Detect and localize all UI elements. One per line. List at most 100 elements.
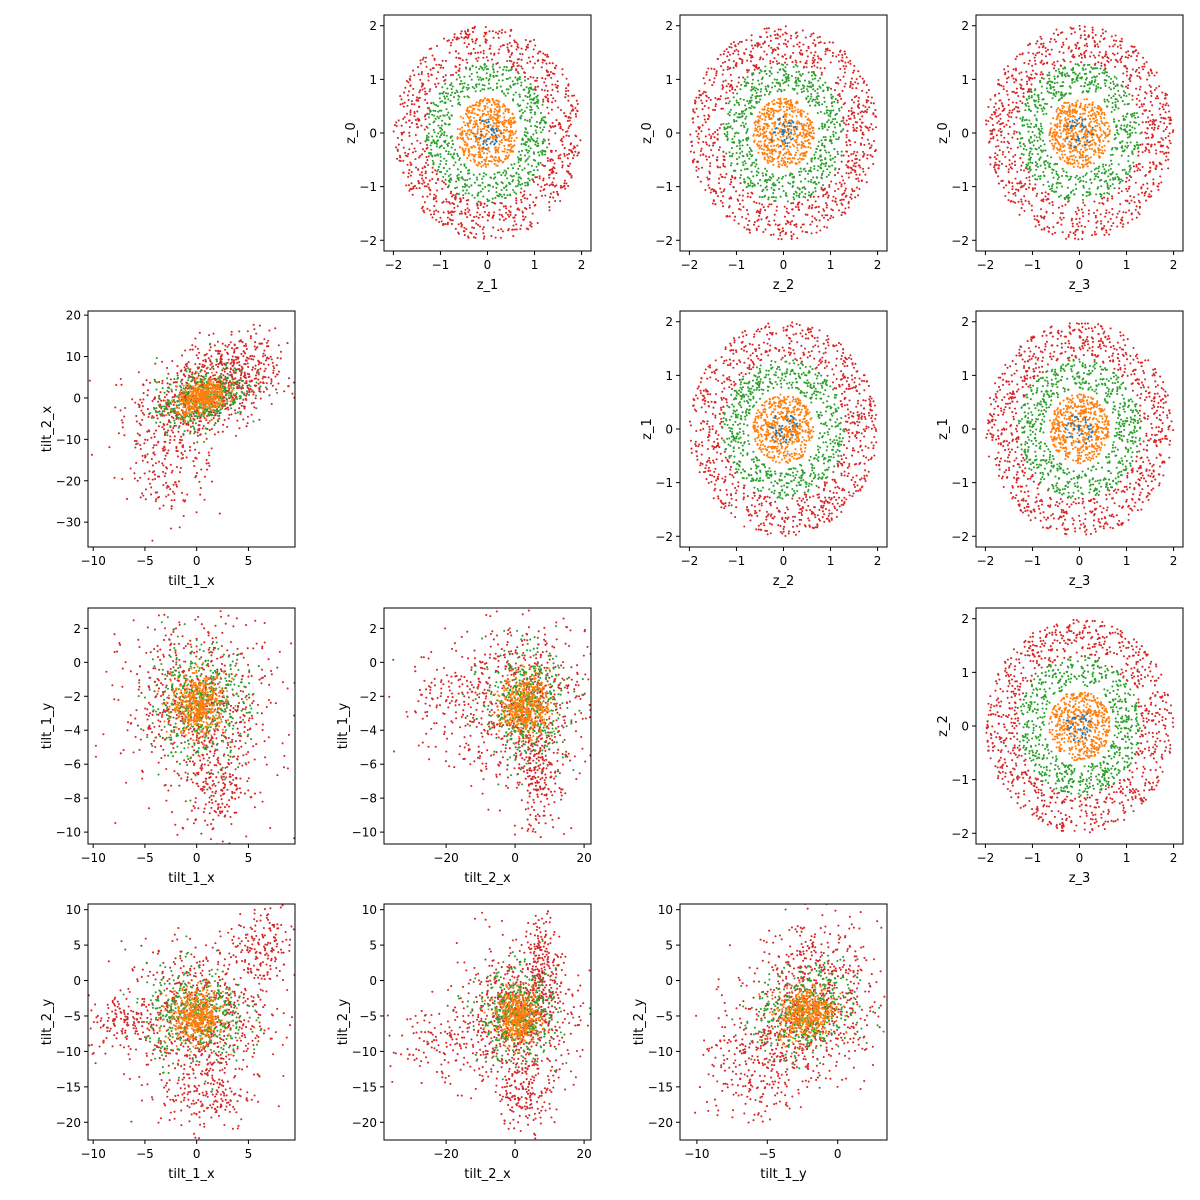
- scatter-point: [829, 154, 832, 157]
- scatter-point: [537, 151, 540, 154]
- scatter-point: [827, 114, 830, 117]
- scatter-point: [509, 116, 512, 120]
- scatter-point: [415, 96, 418, 99]
- scatter-point: [873, 139, 876, 143]
- scatter-point: [756, 88, 759, 91]
- scatter-point: [467, 43, 470, 46]
- scatter-point: [464, 30, 467, 33]
- scatter-point: [778, 188, 781, 191]
- scatter-point: [1153, 74, 1156, 77]
- scatter-point: [805, 88, 809, 91]
- scatter-point: [517, 182, 520, 186]
- scatter-point: [458, 76, 461, 79]
- scatter-point: [490, 109, 493, 112]
- scatter-point: [765, 72, 768, 75]
- scatter-point: [466, 28, 469, 31]
- scatter-point: [500, 195, 504, 198]
- scatter-point: [1011, 188, 1014, 191]
- scatter-point: [730, 79, 733, 82]
- scatter-point: [1167, 151, 1170, 154]
- scatter-point: [767, 107, 770, 110]
- scatter-point: [743, 126, 746, 129]
- scatter-point: [1081, 230, 1084, 233]
- scatter-point: [746, 143, 749, 147]
- scatter-point: [529, 98, 532, 101]
- scatter-point: [1101, 28, 1104, 31]
- scatter-point: [779, 231, 782, 234]
- scatter-point: [510, 44, 513, 48]
- scatter-point: [1112, 222, 1115, 225]
- scatter-point: [777, 97, 780, 101]
- scatter-point: [851, 188, 854, 191]
- scatter-point: [458, 67, 461, 70]
- scatter-point: [438, 63, 441, 66]
- scatter-point: [458, 63, 461, 66]
- scatter-point: [483, 127, 486, 130]
- scatter-point: [470, 119, 473, 122]
- scatter-point: [493, 158, 496, 161]
- scatter-point: [1029, 77, 1032, 80]
- scatter-point: [865, 83, 868, 87]
- scatter-point: [446, 113, 449, 116]
- scatter-point: [797, 70, 800, 73]
- scatter-point: [699, 154, 702, 157]
- scatter-point: [528, 118, 532, 121]
- scatter-point: [807, 132, 810, 135]
- scatter-point: [432, 128, 435, 132]
- x-tick-label: −1: [728, 258, 746, 272]
- scatter-point: [443, 122, 446, 125]
- scatter-point: [507, 154, 511, 157]
- scatter-point: [808, 205, 811, 208]
- scatter-point: [503, 119, 506, 122]
- scatter-point: [464, 192, 467, 195]
- scatter-point: [1101, 56, 1105, 59]
- scatter-point: [713, 108, 717, 112]
- scatter-point: [546, 157, 549, 160]
- scatter-point: [468, 172, 471, 175]
- scatter-point: [411, 193, 414, 196]
- scatter-point: [462, 178, 465, 181]
- scatter-point: [756, 125, 759, 128]
- scatter-point: [1094, 62, 1097, 65]
- scatter-point: [704, 121, 707, 124]
- scatter-point: [425, 139, 428, 142]
- scatter-point: [811, 220, 814, 223]
- scatter-point: [442, 223, 445, 226]
- scatter-point: [420, 124, 423, 127]
- scatter-point: [738, 103, 741, 106]
- scatter-point: [532, 76, 535, 79]
- scatter-point: [487, 113, 490, 116]
- scatter-point: [737, 53, 740, 56]
- scatter-point: [1143, 65, 1146, 68]
- scatter-point: [424, 113, 427, 116]
- scatter-point: [741, 154, 744, 157]
- scatter-point: [776, 90, 779, 93]
- scatter-point: [708, 115, 711, 118]
- scatter-point: [563, 179, 566, 182]
- scatter-point: [858, 159, 861, 162]
- scatter-point: [466, 106, 469, 109]
- scatter-point: [1162, 103, 1165, 106]
- scatter-point: [489, 44, 492, 47]
- scatter-point: [741, 60, 744, 63]
- scatter-point: [566, 157, 569, 160]
- scatter-point: [575, 115, 578, 118]
- scatter-point: [1020, 182, 1023, 185]
- scatter-point: [759, 98, 762, 101]
- scatter-point: [450, 222, 453, 226]
- scatter-point: [756, 44, 760, 47]
- scatter-point: [796, 125, 799, 128]
- scatter-point: [463, 185, 466, 189]
- scatter-point: [1084, 56, 1087, 59]
- scatter-point: [837, 209, 841, 212]
- scatter-point: [747, 228, 751, 231]
- scatter-point: [763, 105, 766, 108]
- scatter-point: [1118, 210, 1121, 213]
- scatter-point: [552, 184, 555, 187]
- scatter-point: [1015, 55, 1018, 58]
- scatter-point: [834, 131, 837, 134]
- scatter-point: [778, 131, 781, 134]
- scatter-point: [845, 136, 848, 139]
- scatter-point: [839, 67, 842, 70]
- scatter-point: [814, 89, 817, 93]
